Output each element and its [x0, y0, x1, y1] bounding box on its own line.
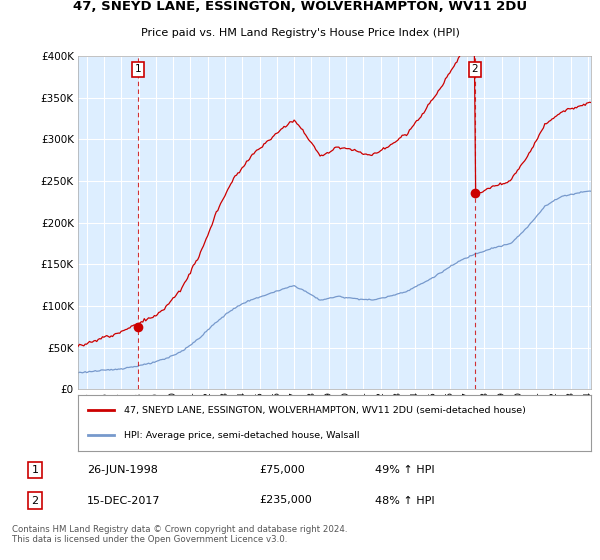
Text: 47, SNEYD LANE, ESSINGTON, WOLVERHAMPTON, WV11 2DU: 47, SNEYD LANE, ESSINGTON, WOLVERHAMPTON… — [73, 0, 527, 13]
Text: 15-DEC-2017: 15-DEC-2017 — [87, 496, 160, 506]
Text: 47, SNEYD LANE, ESSINGTON, WOLVERHAMPTON, WV11 2DU (semi-detached house): 47, SNEYD LANE, ESSINGTON, WOLVERHAMPTON… — [124, 406, 526, 415]
Text: 2: 2 — [31, 496, 38, 506]
Text: 48% ↑ HPI: 48% ↑ HPI — [375, 496, 434, 506]
Text: 1: 1 — [134, 64, 141, 74]
Text: 26-JUN-1998: 26-JUN-1998 — [87, 465, 158, 475]
Text: 49% ↑ HPI: 49% ↑ HPI — [375, 465, 434, 475]
Text: £75,000: £75,000 — [260, 465, 305, 475]
Text: £235,000: £235,000 — [260, 496, 313, 506]
Text: 1: 1 — [32, 465, 38, 475]
Text: Price paid vs. HM Land Registry's House Price Index (HPI): Price paid vs. HM Land Registry's House … — [140, 28, 460, 38]
Text: 2: 2 — [472, 64, 478, 74]
Text: Contains HM Land Registry data © Crown copyright and database right 2024.
This d: Contains HM Land Registry data © Crown c… — [12, 525, 347, 544]
Text: HPI: Average price, semi-detached house, Walsall: HPI: Average price, semi-detached house,… — [124, 431, 359, 440]
